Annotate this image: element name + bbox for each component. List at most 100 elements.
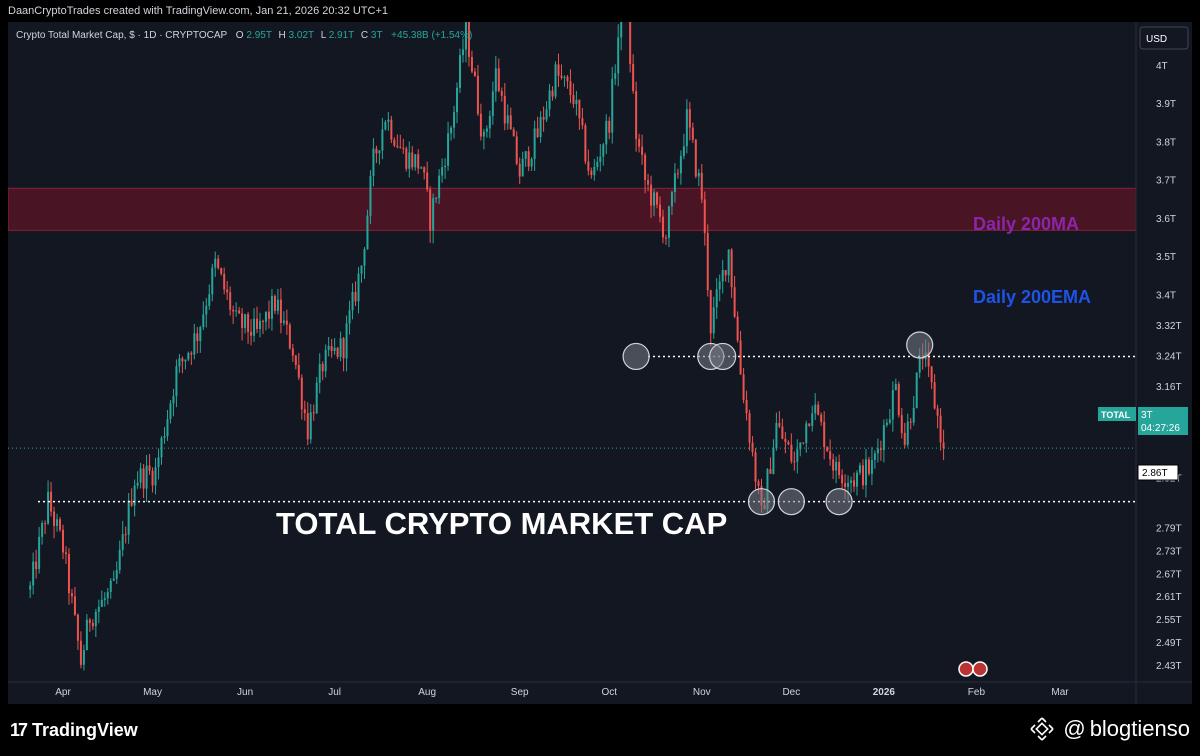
- candle-body: [667, 206, 670, 238]
- candle-body: [500, 90, 503, 96]
- symbol-tag-label: TOTAL: [1101, 410, 1131, 420]
- candlestick-chart[interactable]: 4T 3.9T 3.8T 3.7T 3.6T 3.5T 3.4T 3.32T 3.24T 3.16…: [8, 22, 1192, 704]
- header-text: DaanCryptoTrades created with TradingVie…: [8, 5, 389, 17]
- candle-body: [426, 172, 429, 190]
- candle-body: [29, 585, 32, 590]
- candle-body: [351, 291, 354, 311]
- candle-body: [638, 138, 641, 147]
- candle-body: [238, 310, 241, 314]
- candle-body: [611, 78, 614, 133]
- time-tick-label: 2026: [873, 687, 896, 698]
- time-tick-label: Mar: [1051, 687, 1069, 698]
- flag-icons[interactable]: [958, 661, 988, 677]
- chart-credit-header: DaanCryptoTrades created with TradingVie…: [0, 0, 1200, 22]
- candle-body: [733, 287, 736, 317]
- candle-body: [915, 372, 918, 408]
- candle-body: [399, 146, 402, 148]
- price-tick-label: 2.73T: [1156, 546, 1182, 557]
- candle-body: [169, 403, 172, 420]
- price-tick-label: 2.49T: [1156, 638, 1182, 649]
- candle-body: [888, 419, 891, 423]
- candle-body: [870, 459, 873, 474]
- candle-body: [459, 55, 462, 88]
- candle-body: [423, 167, 426, 173]
- time-tick-label: Dec: [782, 687, 800, 698]
- candle-body: [232, 309, 235, 312]
- candle-body: [572, 95, 575, 105]
- candle-body: [312, 412, 315, 414]
- candle-body: [850, 480, 853, 483]
- candle-body: [247, 314, 250, 332]
- candle-body: [497, 68, 500, 91]
- candle-body: [127, 500, 130, 535]
- candle-body: [539, 117, 542, 137]
- legend-l-value: 2.91T: [329, 30, 354, 41]
- legend-symbol: Crypto Total Market Cap, $ · 1D · CRYPTO…: [16, 30, 228, 41]
- candle-body: [751, 442, 754, 453]
- candle-body: [742, 374, 745, 400]
- price-axis[interactable]: [1136, 22, 1192, 704]
- candle-body: [727, 249, 730, 276]
- candle-body: [936, 408, 939, 416]
- candle-body: [739, 340, 742, 375]
- chart-frame[interactable]: 4T 3.9T 3.8T 3.7T 3.6T 3.5T 3.4T 3.32T 3.24T 3.16…: [8, 22, 1192, 704]
- time-tick-label: Aug: [418, 687, 436, 698]
- candle-body: [76, 614, 79, 641]
- candle-body: [118, 549, 121, 570]
- candle-body: [396, 145, 399, 147]
- candle-body: [163, 436, 166, 438]
- candle-body: [112, 578, 115, 581]
- candle-body: [685, 109, 688, 147]
- time-tick-label: Nov: [693, 687, 711, 698]
- candle-body: [115, 569, 118, 579]
- candle-body: [205, 305, 208, 315]
- time-tick-label: Feb: [968, 687, 986, 698]
- credit-handle: blogtienso: [1089, 716, 1190, 741]
- candle-body: [602, 144, 605, 157]
- candle-body: [223, 273, 226, 290]
- tradingview-logo[interactable]: 17 TradingView: [10, 720, 138, 741]
- candle-body: [548, 90, 551, 110]
- candle-body: [620, 22, 623, 38]
- candle-body: [432, 198, 435, 231]
- candle-body: [360, 265, 363, 274]
- candle-body: [659, 204, 661, 217]
- candle-body: [327, 346, 330, 350]
- candle-body: [67, 553, 70, 594]
- candle-body: [390, 119, 393, 140]
- flag-icon[interactable]: [958, 661, 974, 677]
- price-tick-label: 4T: [1156, 61, 1168, 72]
- candle-body: [670, 192, 673, 207]
- candle-body: [479, 113, 482, 137]
- candle-body: [587, 161, 590, 171]
- candle-body: [345, 323, 348, 359]
- candle-body: [148, 465, 151, 471]
- candle-body: [256, 318, 259, 329]
- candle-body: [405, 148, 408, 169]
- price-tick-label: 3.6T: [1156, 214, 1176, 225]
- candle-body: [109, 580, 112, 592]
- flag-icon[interactable]: [972, 661, 988, 677]
- candle-body: [464, 22, 467, 50]
- currency-button[interactable]: [1139, 26, 1189, 50]
- candle-body: [754, 452, 757, 482]
- candle-body: [823, 421, 826, 448]
- candle-body: [369, 175, 372, 216]
- touch-circle: [825, 488, 853, 516]
- candle-body: [506, 115, 509, 124]
- candles-group: [29, 22, 945, 671]
- legend-o-label: O: [236, 30, 244, 41]
- candle-body: [536, 128, 539, 137]
- candle-body: [279, 299, 282, 323]
- candle-body: [542, 117, 545, 120]
- legend-h-value: 3.02T: [289, 30, 314, 41]
- resistance-zone: [8, 187, 1137, 231]
- candle-body: [196, 333, 199, 342]
- candle-body: [226, 289, 229, 293]
- candle-body: [44, 523, 47, 525]
- candle-body: [318, 363, 321, 383]
- candle-body: [375, 148, 378, 154]
- legend-c-label: C: [361, 30, 368, 41]
- candle-body: [879, 448, 882, 451]
- candle-body: [357, 273, 360, 302]
